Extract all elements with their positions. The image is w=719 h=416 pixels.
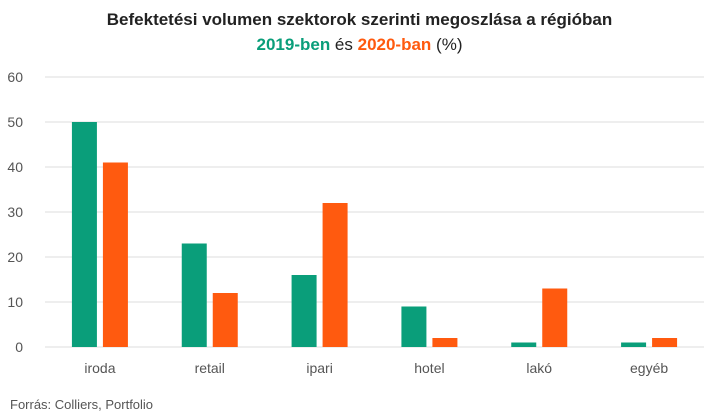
y-tick-label: 0 bbox=[15, 339, 23, 355]
chart-title: Befektetési volumen szektorok szerinti m… bbox=[106, 10, 613, 29]
title-suffix: (%) bbox=[431, 35, 463, 54]
bar-2020-4 bbox=[432, 338, 458, 347]
bar-2020-3 bbox=[322, 203, 348, 347]
x-tick-label: iroda bbox=[84, 360, 115, 376]
title-connector: és bbox=[330, 35, 358, 54]
y-tick-label: 50 bbox=[7, 114, 23, 130]
source-note: Forrás: Colliers, Portfolio bbox=[10, 397, 154, 412]
y-tick-label: 20 bbox=[7, 249, 23, 265]
y-tick-label: 40 bbox=[7, 159, 23, 175]
y-tick-label: 10 bbox=[7, 294, 23, 310]
bar-2019-2 bbox=[181, 243, 207, 347]
legend-2020-label: 2020-ban bbox=[357, 35, 432, 54]
bar-2019-1 bbox=[71, 122, 97, 347]
x-tick-label: lakó bbox=[526, 360, 552, 376]
legend-2019-label: 2019-ben bbox=[256, 35, 331, 54]
x-tick-label: retail bbox=[195, 360, 225, 376]
bar-2019-5 bbox=[511, 342, 537, 347]
bar-2019-6 bbox=[621, 342, 647, 347]
y-tick-label: 60 bbox=[7, 69, 23, 85]
bar-2019-4 bbox=[401, 306, 427, 347]
y-tick-label: 30 bbox=[7, 204, 23, 220]
bar-2019-3 bbox=[291, 275, 317, 347]
x-tick-label: hotel bbox=[414, 360, 444, 376]
bar-2020-2 bbox=[212, 293, 238, 347]
bar-2020-1 bbox=[102, 162, 128, 347]
chart-subtitle: 2019-ben és 2020-ban (%) bbox=[0, 35, 719, 55]
bar-2020-5 bbox=[542, 288, 568, 347]
bar-2020-6 bbox=[652, 338, 678, 347]
x-tick-label: ipari bbox=[306, 360, 332, 376]
x-tick-label: egyéb bbox=[630, 360, 668, 376]
